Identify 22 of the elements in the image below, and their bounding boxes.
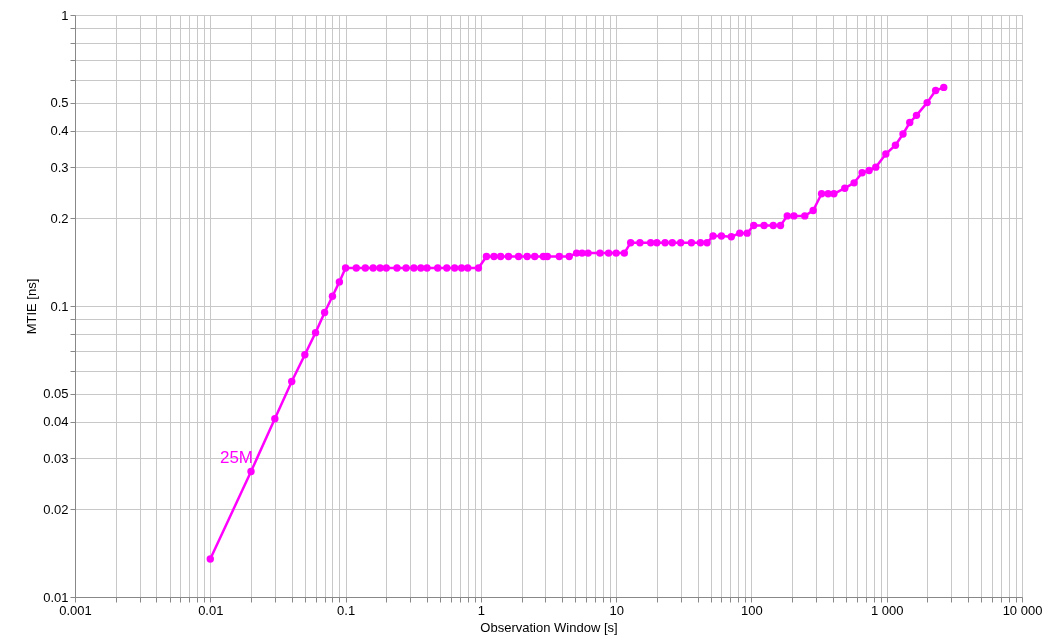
x-axis-title: Observation Window [s] [480,619,618,635]
y-tick-label: 0.5 [50,95,69,111]
x-tick-label: 1 000 [870,602,904,618]
y-tick-label: 0.03 [43,450,69,466]
x-tick-label: 0.1 [337,602,356,618]
y-tick-label: 0.04 [43,414,69,430]
y-tick-label: 0.1 [50,298,69,314]
series-label: 25M [219,448,254,468]
y-tick-label: 0.05 [43,386,69,402]
y-tick-label: 0.3 [50,159,69,175]
y-tick-label: 0.02 [43,501,69,517]
x-tick-label: 10 [609,602,624,618]
x-tick-label: 1 [477,602,485,618]
y-tick-label: 1 [61,7,69,23]
x-tick-label: 0.01 [198,602,224,618]
x-tick-label: 100 [741,602,763,618]
x-tick-label: 10 000 [1002,602,1043,618]
y-tick-label: 0.4 [50,123,69,139]
y-axis-title: MTIE [ns] [24,278,40,335]
y-tick-label: 0.2 [50,210,69,226]
x-tick-label: 0.001 [59,602,92,618]
y-tick-label: 0.01 [43,589,69,605]
